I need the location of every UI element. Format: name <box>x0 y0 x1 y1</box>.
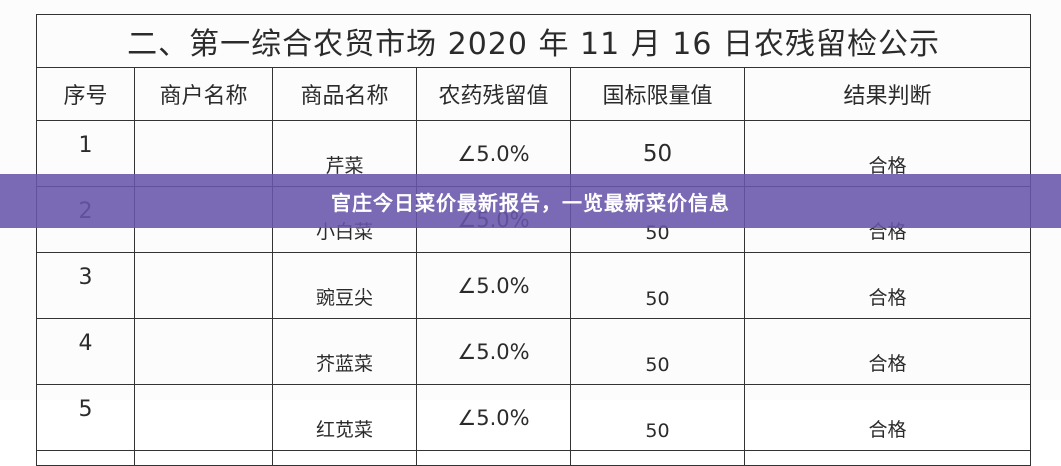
cell-limit: 50 <box>570 384 745 451</box>
column-header-no: 序号 <box>36 67 135 121</box>
residue-table: 二、第一综合农贸市场 2020 年 11 月 16 日农残留检公示 序号 商户名… <box>35 14 1032 466</box>
cell-no: 4 <box>36 318 135 385</box>
header-row: 序号 商户名称 商品名称 农药残留值 国标限量值 结果判断 <box>36 67 1032 121</box>
cell-limit: 50 <box>570 318 745 385</box>
column-header-limit: 国标限量值 <box>570 67 745 121</box>
cell-residue: ∠5.0% <box>416 252 571 319</box>
column-header-residue: 农药残留值 <box>416 67 571 121</box>
headline-text: 官庄今日菜价最新报告，一览最新菜价信息 <box>331 190 730 215</box>
table-row: 5 红苋菜 ∠5.0% 50 合格 <box>36 384 1032 451</box>
cell-merchant <box>134 252 273 319</box>
cell-merchant <box>134 318 273 385</box>
column-header-product: 商品名称 <box>272 67 417 121</box>
cell-product: 豌豆尖 <box>272 252 417 319</box>
cell-limit: 50 <box>570 252 745 319</box>
cell-residue: ∠5.0% <box>416 318 571 385</box>
cell-no: 3 <box>36 252 135 319</box>
cell-no: 5 <box>36 384 135 451</box>
document-title: 二、第一综合农贸市场 2020 年 11 月 16 日农残留检公示 <box>35 14 1032 68</box>
column-header-merchant: 商户名称 <box>134 67 273 121</box>
cell-product: 红苋菜 <box>272 384 417 451</box>
document-image: 二、第一综合农贸市场 2020 年 11 月 16 日农残留检公示 序号 商户名… <box>0 14 1061 466</box>
table-row-partial <box>36 450 1032 466</box>
headline-banner: 官庄今日菜价最新报告，一览最新菜价信息 <box>0 174 1061 228</box>
column-header-result: 结果判断 <box>743 67 1032 121</box>
cell-result: 合格 <box>743 252 1032 319</box>
cell-result: 合格 <box>743 384 1032 451</box>
cell-merchant <box>134 384 273 451</box>
cell-residue: ∠5.0% <box>416 384 571 451</box>
table-row: 3 豌豆尖 ∠5.0% 50 合格 <box>36 252 1032 319</box>
cell-product: 芥蓝菜 <box>272 318 417 385</box>
table-row: 4 芥蓝菜 ∠5.0% 50 合格 <box>36 318 1032 385</box>
cell-result: 合格 <box>743 318 1032 385</box>
